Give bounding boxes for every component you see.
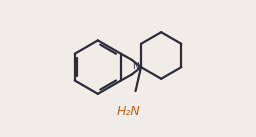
Text: H₂N: H₂N [117,105,141,118]
Text: N: N [132,62,138,71]
